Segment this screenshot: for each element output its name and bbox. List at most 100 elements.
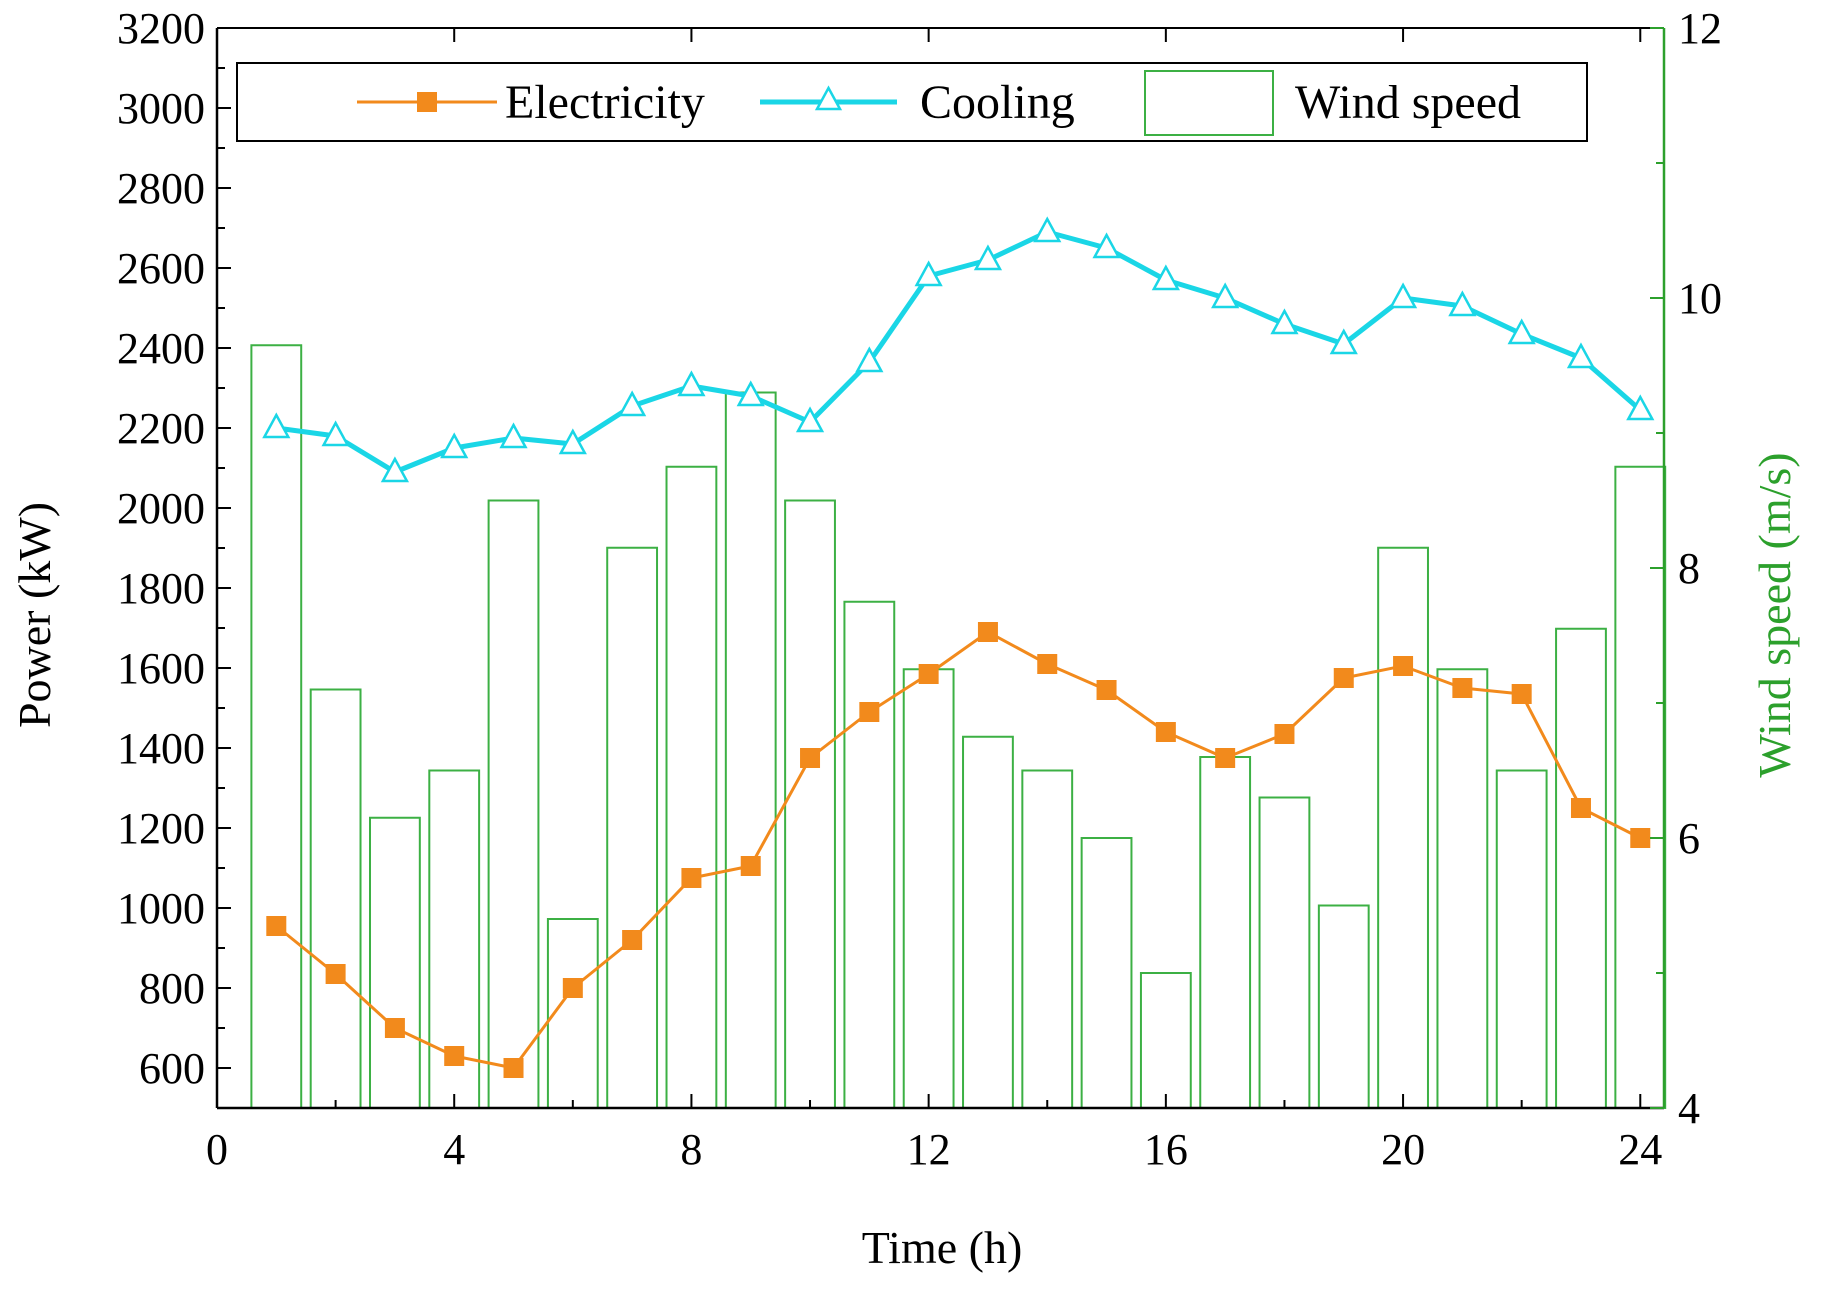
legend-electricity-label: Electricity bbox=[505, 76, 705, 129]
axes: 0 4 8 12 16 20 24 600 800 1000 1200 1400 1600 1800 200… bbox=[117, 4, 1722, 1174]
wind-speed-bar bbox=[1555, 627, 1607, 1109]
x-tick-label: 4 bbox=[443, 1125, 465, 1174]
cooling-point bbox=[440, 432, 469, 459]
y2-tick-label: 10 bbox=[1678, 274, 1722, 323]
electricity-point bbox=[622, 930, 643, 950]
y-tick-label: 1800 bbox=[117, 564, 205, 613]
wind-speed-bar bbox=[1199, 756, 1252, 1109]
legend-wind-speed-label: Wind speed bbox=[1295, 76, 1521, 129]
y-tick-label: 3200 bbox=[117, 4, 205, 53]
y-tick-label: 2200 bbox=[117, 404, 205, 453]
cooling-point bbox=[1211, 282, 1240, 309]
wind-speed-bar bbox=[487, 499, 540, 1109]
electricity-point bbox=[859, 702, 880, 722]
legend-cooling-marker bbox=[814, 85, 843, 111]
wind-speed-bar bbox=[1495, 769, 1548, 1109]
wind-speed-bar bbox=[1139, 972, 1192, 1109]
cooling-line bbox=[275, 229, 1642, 475]
electricity-point bbox=[1630, 828, 1651, 848]
electricity-point bbox=[1037, 654, 1058, 674]
wind-speed-bar bbox=[843, 600, 896, 1109]
y-tick-label: 1600 bbox=[117, 644, 205, 693]
electricity-point bbox=[918, 664, 939, 684]
y-tick-label: 2400 bbox=[117, 324, 205, 373]
y-tick-label: 1400 bbox=[117, 724, 205, 773]
cooling-point bbox=[380, 456, 410, 483]
electricity-point bbox=[1096, 680, 1117, 700]
wind-speed-bar bbox=[1080, 837, 1133, 1109]
cooling-point bbox=[677, 370, 706, 397]
cooling-point bbox=[1507, 318, 1536, 345]
cooling-point bbox=[1626, 394, 1655, 421]
legend-cooling-label: Cooling bbox=[920, 76, 1075, 129]
y-tick-label: 2800 bbox=[117, 164, 205, 213]
x-tick-label: 24 bbox=[1618, 1125, 1662, 1174]
x-tick-label: 12 bbox=[907, 1125, 951, 1174]
wind-speed-bar bbox=[1436, 668, 1489, 1109]
cooling-point bbox=[1033, 216, 1062, 243]
y2-axis-title: Wind speed (m/s) bbox=[1749, 452, 1800, 777]
electricity-point bbox=[266, 916, 287, 936]
electricity-point bbox=[1333, 668, 1354, 688]
cooling-point bbox=[262, 412, 291, 439]
wind-speed-bar bbox=[369, 816, 421, 1109]
x-tick-label: 16 bbox=[1144, 1125, 1188, 1174]
y-tick-label: 3000 bbox=[117, 84, 205, 133]
y-tick-label: 2600 bbox=[117, 244, 205, 293]
cooling-point bbox=[1329, 328, 1358, 355]
electricity-point bbox=[681, 868, 702, 888]
wind-speed-bar bbox=[606, 546, 659, 1109]
wind-speed-bar bbox=[1614, 465, 1667, 1109]
electricity-point bbox=[1452, 678, 1473, 698]
y-tick-label: 1000 bbox=[117, 884, 205, 933]
wind-speed-bar bbox=[962, 735, 1014, 1109]
wind-speed-bars bbox=[250, 344, 1667, 1109]
legend: Electricity Cooling Wind speed bbox=[236, 62, 1588, 142]
wind-speed-bar bbox=[1258, 796, 1311, 1109]
y2-tick-label: 4 bbox=[1678, 1084, 1700, 1133]
x-axis-title: Time (h) bbox=[862, 1222, 1023, 1273]
electricity-point bbox=[444, 1046, 465, 1066]
legend-wind-speed-swatch bbox=[1144, 70, 1274, 136]
cooling-point bbox=[736, 380, 765, 407]
cooling-point bbox=[1566, 342, 1596, 369]
y2-tick-label: 12 bbox=[1678, 4, 1722, 53]
wind-speed-bar bbox=[309, 688, 362, 1109]
legend-electricity-marker bbox=[417, 92, 437, 112]
cooling-point bbox=[1270, 308, 1299, 335]
y2-tick-label: 8 bbox=[1678, 544, 1700, 593]
wind-speed-bar bbox=[665, 465, 718, 1109]
cooling-point bbox=[795, 406, 825, 433]
electricity-point bbox=[740, 856, 761, 876]
wind-speed-bar bbox=[250, 344, 303, 1109]
x-tick-label: 0 bbox=[206, 1125, 228, 1174]
cooling-point bbox=[1092, 232, 1121, 259]
wind-speed-bar bbox=[1021, 769, 1074, 1109]
wind-speed-bar bbox=[902, 668, 955, 1109]
electricity-point bbox=[1274, 724, 1295, 744]
electricity-point bbox=[1215, 748, 1236, 768]
power-lines bbox=[262, 216, 1655, 1078]
x-tick-label: 8 bbox=[680, 1125, 702, 1174]
electricity-point bbox=[1155, 722, 1176, 742]
electricity-line bbox=[275, 630, 1641, 1070]
wind-speed-bar bbox=[784, 499, 836, 1109]
y-tick-label: 1200 bbox=[117, 804, 205, 853]
cooling-point bbox=[321, 420, 350, 447]
electricity-point bbox=[800, 748, 821, 768]
cooling-point bbox=[914, 260, 943, 287]
electricity-point bbox=[1511, 684, 1532, 704]
wind-speed-bar bbox=[1317, 904, 1370, 1109]
electricity-point bbox=[562, 978, 583, 998]
electricity-point bbox=[325, 964, 346, 984]
cooling-point bbox=[1448, 290, 1477, 317]
y-tick-label: 800 bbox=[139, 964, 205, 1013]
cooling-point bbox=[618, 390, 647, 417]
y2-tick-label: 6 bbox=[1678, 814, 1700, 863]
cooling-point bbox=[499, 422, 528, 449]
electricity-point bbox=[977, 622, 998, 642]
x-tick-label: 20 bbox=[1381, 1125, 1425, 1174]
electricity-point bbox=[384, 1018, 405, 1038]
